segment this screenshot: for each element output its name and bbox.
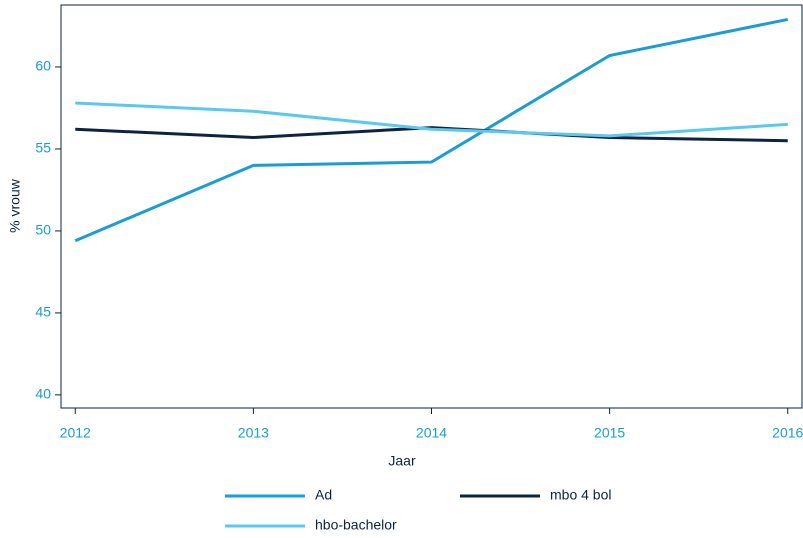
legend-label: mbo 4 bol xyxy=(550,487,611,503)
y-axis-label: % vrouw xyxy=(7,178,23,233)
x-axis-label: Jaar xyxy=(388,453,416,469)
y-tick-label: 45 xyxy=(35,304,51,320)
x-tick-label: 2015 xyxy=(594,425,625,441)
x-tick-label: 2014 xyxy=(416,425,447,441)
y-tick-label: 60 xyxy=(35,58,51,74)
series-line xyxy=(75,101,788,138)
legend-label: Ad xyxy=(315,487,332,503)
series-line xyxy=(74,17,789,243)
y-tick-label: 40 xyxy=(35,386,51,402)
y-tick-label: 55 xyxy=(35,140,51,156)
x-tick-label: 2016 xyxy=(772,425,803,441)
series-line xyxy=(75,126,788,143)
x-tick-label: 2013 xyxy=(238,425,269,441)
plot-frame xyxy=(60,4,803,409)
legend-label: hbo-bachelor xyxy=(315,517,397,533)
x-tick-label: 2012 xyxy=(60,425,91,441)
y-tick-label: 50 xyxy=(35,222,51,238)
